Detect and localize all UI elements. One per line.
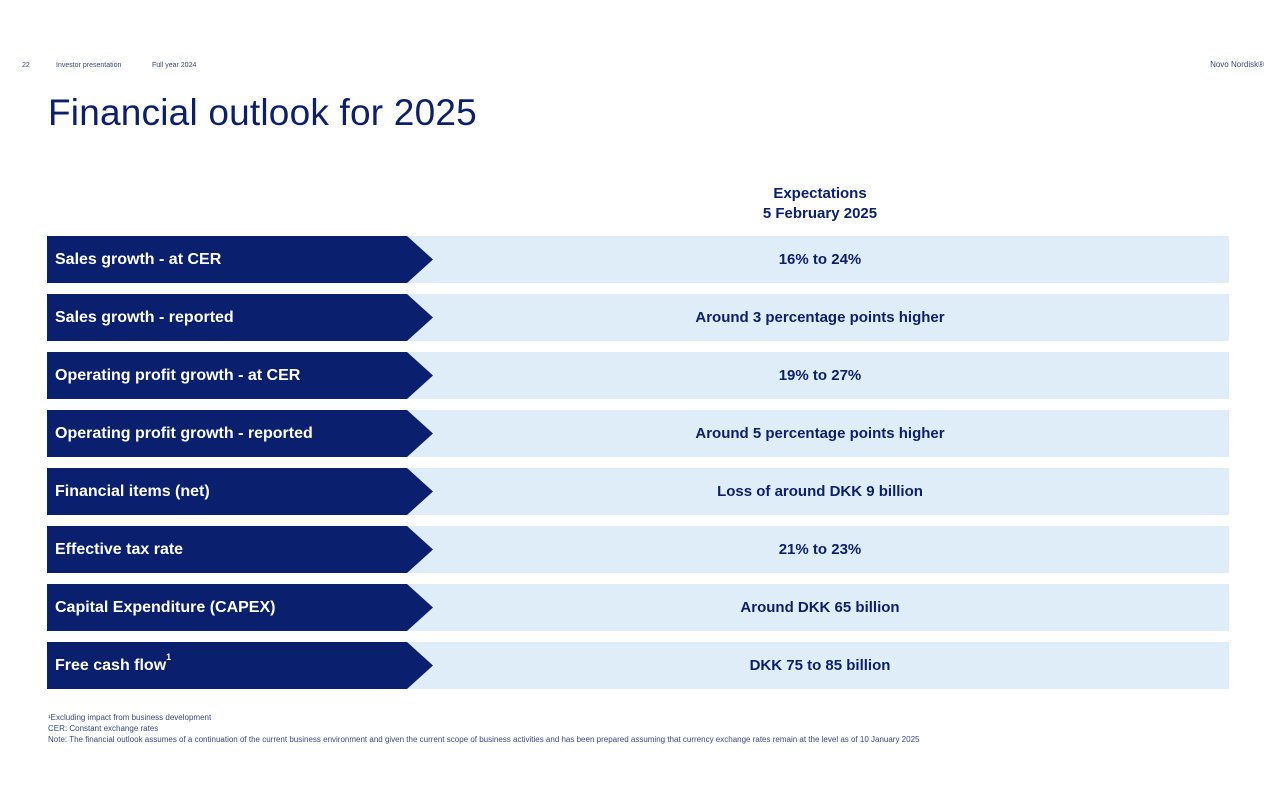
column-header: Expectations 5 February 2025: [620, 184, 1020, 224]
row-value: 16% to 24%: [778, 251, 862, 268]
row-value: 19% to 27%: [778, 367, 862, 384]
row-label: Operating profit growth - at CER: [47, 352, 433, 399]
row-label: Operating profit growth - reported: [47, 410, 433, 457]
footnotes: ¹Excluding impact from business developm…: [48, 712, 919, 745]
table-row: Effective tax rate 21% to 23%: [47, 526, 1229, 573]
outlook-table: Sales growth - at CER 16% to 24% Sales g…: [47, 236, 1229, 700]
page-number: 22: [22, 62, 30, 69]
column-header-line2: 5 February 2025: [762, 205, 878, 222]
page-title: Financial outlook for 2025: [48, 92, 477, 133]
row-value: Loss of around DKK 9 billion: [717, 483, 923, 500]
row-value: DKK 75 to 85 billion: [749, 657, 891, 674]
document-name: Investor presentation: [56, 62, 122, 69]
row-label: Effective tax rate: [47, 526, 433, 573]
table-row: Sales growth - reported Around 3 percent…: [47, 294, 1229, 341]
row-label: Free cash flow1: [47, 642, 433, 689]
row-value: Around DKK 65 billion: [740, 599, 900, 616]
table-row: Financial items (net) Loss of around DKK…: [47, 468, 1229, 515]
footnote-2: CER: Constant exchange rates: [48, 724, 159, 733]
row-label: Financial items (net): [47, 468, 433, 515]
row-value: Around 5 percentage points higher: [695, 425, 945, 442]
footnote-3: Note: The financial outlook assumes of a…: [48, 735, 920, 744]
slide-header-meta: 22 Investor presentation Full year 2024: [22, 62, 196, 69]
period-label: Full year 2024: [152, 62, 197, 69]
table-row: Capital Expenditure (CAPEX) Around DKK 6…: [47, 584, 1229, 631]
table-row: Sales growth - at CER 16% to 24%: [47, 236, 1229, 283]
row-value: 21% to 23%: [778, 541, 862, 558]
row-label: Sales growth - at CER: [47, 236, 433, 283]
brand-name: Novo Nordisk®: [1210, 60, 1264, 69]
table-row: Operating profit growth - at CER 19% to …: [47, 352, 1229, 399]
row-value: Around 3 percentage points higher: [695, 309, 945, 326]
table-row: Free cash flow1 DKK 75 to 85 billion: [47, 642, 1229, 689]
footnote-1: ¹Excluding impact from business developm…: [48, 713, 212, 722]
row-label: Sales growth - reported: [47, 294, 433, 341]
table-row: Operating profit growth - reported Aroun…: [47, 410, 1229, 457]
column-header-line1: Expectations: [773, 185, 867, 202]
row-label: Capital Expenditure (CAPEX): [47, 584, 433, 631]
